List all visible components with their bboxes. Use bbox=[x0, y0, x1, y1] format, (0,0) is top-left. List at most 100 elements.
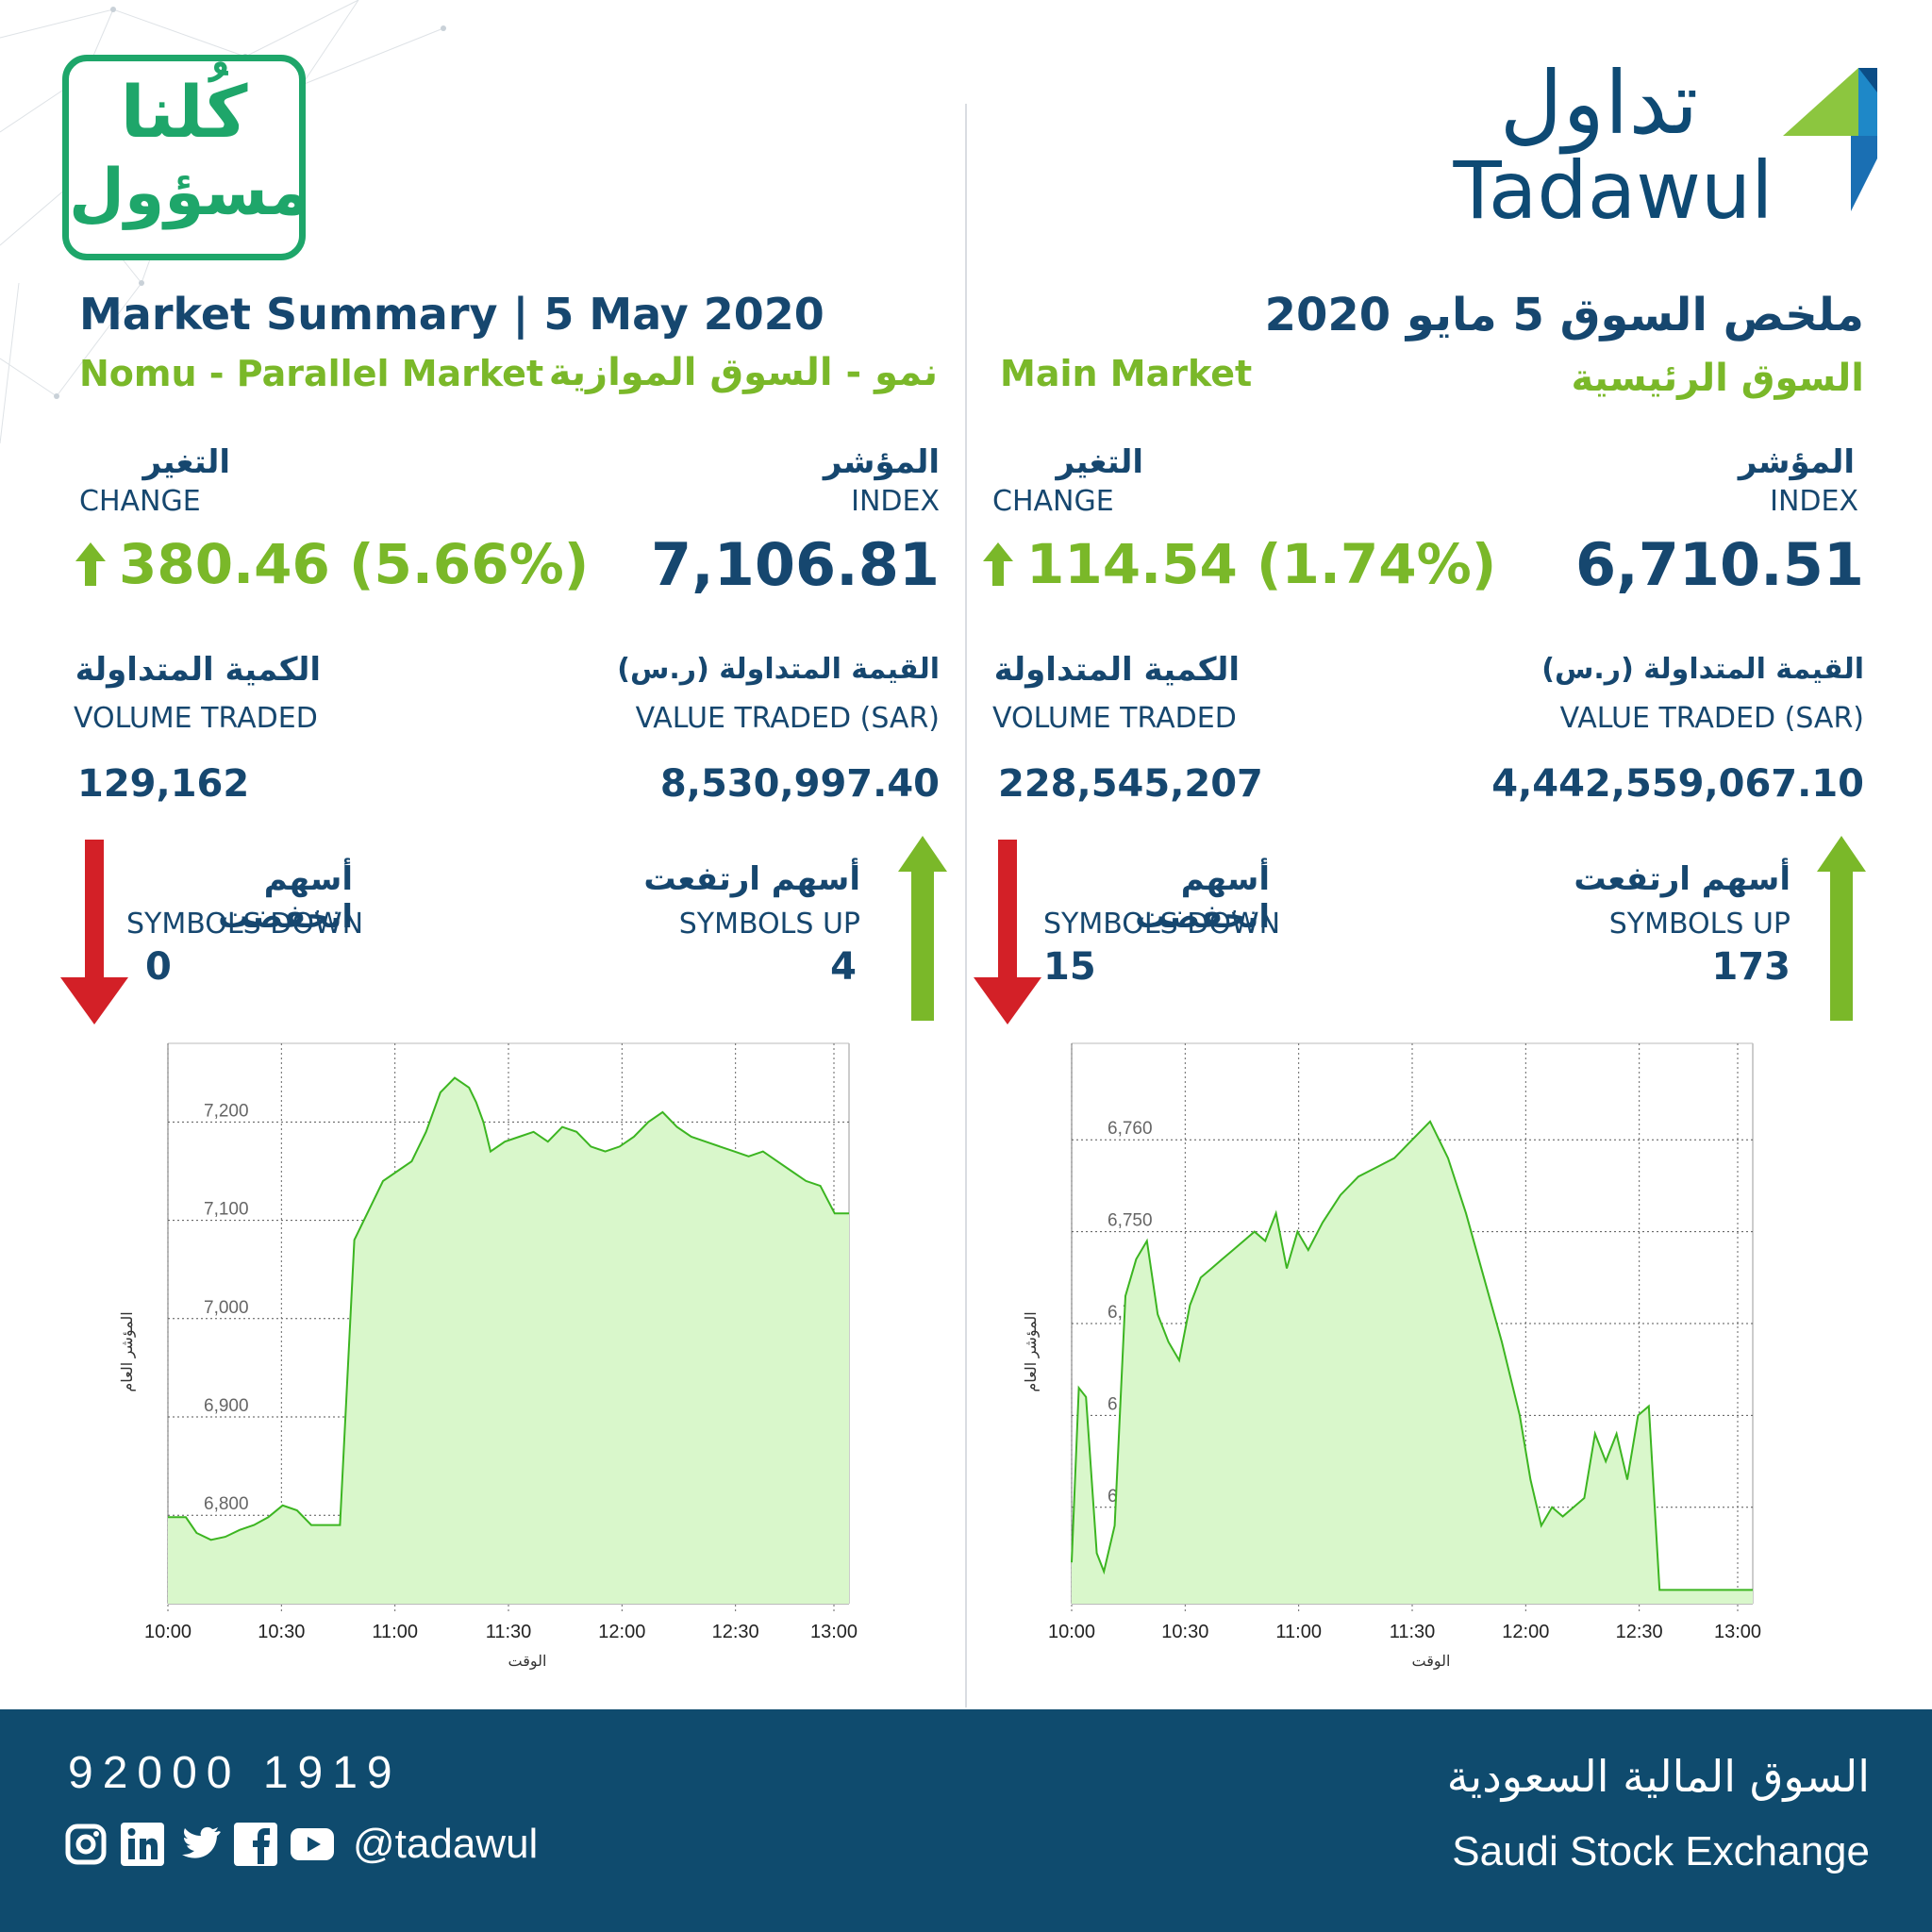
logo-mark-icon bbox=[1783, 68, 1877, 211]
x-tick-label: 10:00 bbox=[1048, 1622, 1095, 1642]
main-volume-value: 228,545,207 bbox=[998, 762, 1263, 806]
main-name-en: Main Market bbox=[1000, 353, 1253, 394]
main-value-label-ar: القيمة المتداولة (ر.س) bbox=[1541, 653, 1864, 686]
nomu-value-label-ar: القيمة المتداولة (ر.س) bbox=[617, 653, 940, 686]
nomu-volume-value: 129,162 bbox=[77, 762, 250, 806]
nomu-down-value: 0 bbox=[145, 945, 172, 989]
social-handle[interactable]: @tadawul bbox=[353, 1821, 539, 1867]
x-tick-label: 10:00 bbox=[144, 1622, 192, 1642]
x-tick-label: 12:30 bbox=[712, 1622, 759, 1642]
main-index-value: 6,710.51 bbox=[1575, 530, 1864, 599]
nomu-up-label-ar: أسهم ارتفعت bbox=[643, 860, 860, 898]
y-tick-label: 7,100 bbox=[204, 1200, 249, 1220]
tadawul-logo: تداول Tadawul bbox=[1443, 60, 1877, 230]
nomu-up-value: 4 bbox=[830, 945, 857, 989]
nomu-value-label-en: VALUE TRADED (SAR) bbox=[635, 702, 940, 735]
badge-line-2: مسؤول bbox=[69, 156, 310, 230]
footer-bar: 92000 1919 @tadawul السوق المالية السعود… bbox=[0, 1709, 1932, 1932]
responsibility-badge: كُلنا مسؤول bbox=[62, 55, 310, 260]
x-tick-label: 13:00 bbox=[1714, 1622, 1761, 1642]
y-tick-label: 6,750 bbox=[1108, 1211, 1153, 1231]
nomu-up-label-en: SYMBOLS UP bbox=[678, 908, 860, 941]
x-tick-label: 12:00 bbox=[598, 1622, 645, 1642]
main-up-value: 173 bbox=[1711, 945, 1791, 989]
main-value-label-en: VALUE TRADED (SAR) bbox=[1559, 702, 1864, 735]
logo-latin: Tadawul bbox=[1453, 144, 1774, 237]
main-up-label-ar: أسهم ارتفعت bbox=[1574, 860, 1790, 898]
nomu-index-label-en: INDEX bbox=[851, 485, 940, 518]
main-index-label-en: INDEX bbox=[1770, 485, 1858, 518]
nomu-change-label-en: CHANGE bbox=[79, 485, 201, 518]
main-down-label-en: SYMBOLS DOWN bbox=[1043, 908, 1281, 941]
series-area bbox=[168, 1077, 849, 1604]
summary-title-en: Market Summary | 5 May 2020 bbox=[79, 289, 824, 340]
nomu-name-ar: نمو - السوق الموازية bbox=[548, 351, 938, 394]
badge-line-1: كُلنا bbox=[120, 70, 248, 154]
x-tick-label: 11:30 bbox=[1390, 1622, 1436, 1642]
up-arrow-icon bbox=[898, 836, 947, 1021]
main-change-label-ar: التغير bbox=[1056, 443, 1143, 481]
summary-title-ar: ملخص السوق 5 مايو 2020 bbox=[1264, 289, 1864, 341]
social-row: @tadawul bbox=[64, 1821, 538, 1868]
main-index-chart: 6,7206,7306,7406,7506,76010:0010:3011:00… bbox=[1024, 1042, 1761, 1670]
y-tick-label: 6,800 bbox=[204, 1494, 249, 1514]
main-volume-label-en: VOLUME TRADED bbox=[992, 702, 1237, 735]
nomu-value-value: 8,530,997.40 bbox=[659, 762, 940, 806]
main-down-label-ar: أسهم انخفضت bbox=[1135, 860, 1270, 936]
series-line bbox=[168, 1076, 849, 1541]
instagram-icon[interactable] bbox=[64, 1823, 108, 1866]
nomu-volume-label-ar: الكمية المتداولة bbox=[75, 651, 321, 689]
main-index-label-ar: المؤشر bbox=[1738, 443, 1855, 481]
main-name-ar: السوق الرئيسية bbox=[1571, 357, 1864, 400]
x-tick-label: 12:00 bbox=[1502, 1622, 1549, 1642]
nomu-name-en: Nomu - Parallel Market bbox=[79, 353, 544, 394]
nomu-change-label-ar: التغير bbox=[142, 443, 230, 481]
nomu-index-chart: 6,800 6,900 7,000 7,100 7,200 10:00 10:30 11:00… bbox=[120, 1042, 858, 1670]
nomu-down-label-ar: أسهم انخفضت bbox=[218, 860, 353, 936]
y-tick-label: 6,760 bbox=[1108, 1119, 1153, 1139]
panel-divider bbox=[965, 104, 967, 1707]
x-tick-label: 13:00 bbox=[810, 1622, 858, 1642]
up-arrow-icon bbox=[75, 542, 106, 586]
up-arrow-icon bbox=[983, 542, 1013, 586]
x-tick-label: 10:30 bbox=[258, 1622, 305, 1642]
main-up-label-en: SYMBOLS UP bbox=[1608, 908, 1790, 941]
linkedin-icon[interactable] bbox=[121, 1823, 164, 1866]
nomu-volume-label-en: VOLUME TRADED bbox=[74, 702, 318, 735]
y-tick-label: 7,200 bbox=[204, 1101, 249, 1121]
y-tick-label: 6,900 bbox=[204, 1396, 249, 1416]
main-volume-label-ar: الكمية المتداولة bbox=[993, 651, 1240, 689]
logo-arabic: تداول bbox=[1499, 53, 1699, 154]
main-change-value: 114.54 (1.74%) bbox=[1026, 532, 1497, 596]
x-tick-label: 11:30 bbox=[486, 1622, 532, 1642]
x-axis-title: الوقت bbox=[1412, 1654, 1451, 1670]
main-change-label-en: CHANGE bbox=[992, 485, 1114, 518]
main-change: 114.54 (1.74%) bbox=[981, 532, 1496, 596]
x-tick-label: 11:00 bbox=[1275, 1622, 1322, 1642]
nomu-down-label-en: SYMBOLS DOWN bbox=[126, 908, 364, 941]
twitter-icon[interactable] bbox=[177, 1823, 221, 1866]
x-tick-label: 12:30 bbox=[1616, 1622, 1663, 1642]
y-axis-title: المؤشر العام bbox=[120, 1311, 136, 1391]
nomu-index-label-ar: المؤشر bbox=[823, 443, 940, 481]
nomu-change-value: 380.46 (5.66%) bbox=[119, 532, 590, 596]
phone-number: 92000 1919 bbox=[68, 1748, 402, 1798]
facebook-icon[interactable] bbox=[234, 1823, 277, 1866]
x-axis-title: الوقت bbox=[508, 1654, 547, 1670]
exchange-name-ar: السوق المالية السعودية bbox=[1446, 1751, 1870, 1802]
down-arrow-icon bbox=[974, 840, 1041, 1024]
up-arrow-icon bbox=[1817, 836, 1866, 1021]
youtube-icon[interactable] bbox=[291, 1823, 334, 1866]
y-axis-title: المؤشر العام bbox=[1024, 1311, 1040, 1391]
main-down-value: 15 bbox=[1043, 945, 1096, 989]
x-tick-label: 11:00 bbox=[372, 1622, 418, 1642]
down-arrow-icon bbox=[60, 840, 128, 1024]
y-tick-label: 7,000 bbox=[204, 1298, 249, 1318]
x-tick-label: 10:30 bbox=[1161, 1622, 1208, 1642]
nomu-change: 380.46 (5.66%) bbox=[74, 532, 589, 596]
series-area bbox=[1072, 1121, 1753, 1604]
nomu-index-value: 7,106.81 bbox=[651, 530, 940, 599]
main-value-value: 4,442,559,067.10 bbox=[1491, 762, 1864, 806]
series-line bbox=[1071, 1120, 1753, 1591]
exchange-name-en: Saudi Stock Exchange bbox=[1452, 1828, 1870, 1874]
